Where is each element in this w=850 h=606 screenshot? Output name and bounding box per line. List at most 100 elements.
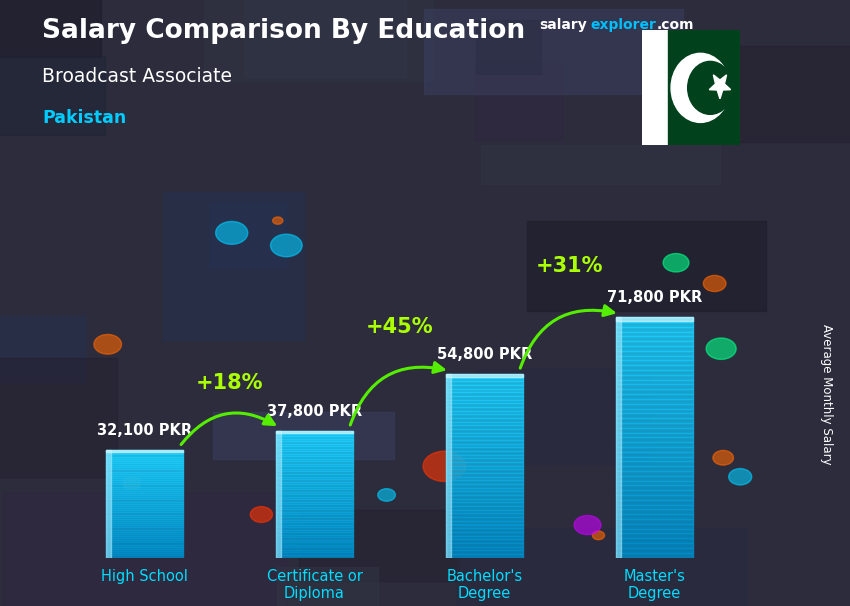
Bar [616,404,693,408]
Bar [276,555,353,558]
Bar [446,429,523,433]
Bar [616,317,620,558]
Bar [616,543,693,548]
Bar [106,538,183,541]
Bar [616,461,693,466]
Bar [616,331,693,336]
Bar [446,495,523,499]
Bar [616,471,693,476]
Bar [616,495,693,500]
Bar [276,484,353,487]
Bar [106,461,183,463]
Bar [106,476,183,478]
Bar [616,456,693,461]
Circle shape [273,217,283,224]
Bar [276,459,353,461]
Bar [616,528,693,533]
Bar [0,56,105,135]
Bar [276,476,353,479]
Circle shape [663,253,689,272]
Bar [446,422,523,425]
Bar [446,444,523,447]
Bar [446,374,523,377]
Bar [616,346,693,351]
Bar [276,507,353,510]
Bar [527,221,766,311]
Bar [446,393,523,396]
Bar [616,389,693,394]
Bar [616,336,693,341]
Bar [106,467,183,470]
Bar [106,519,183,521]
Bar [0,358,116,477]
Bar [276,456,353,459]
Bar [616,514,693,519]
Bar [106,527,183,530]
Bar [276,553,353,555]
Bar [475,62,562,140]
Bar [616,361,693,365]
Bar [446,389,523,393]
Bar [446,532,523,536]
Bar [446,502,523,506]
Bar [642,30,668,145]
Bar [276,525,353,527]
Bar [446,459,523,462]
Bar [276,448,353,451]
Bar [299,510,459,581]
Bar [616,351,693,356]
Bar [616,466,693,471]
Bar [106,531,183,534]
Bar [446,407,523,411]
Bar [276,479,353,482]
Bar [616,438,693,442]
Text: 37,800 PKR: 37,800 PKR [267,404,362,419]
Bar [616,370,693,375]
Bar [616,548,693,553]
Text: explorer: explorer [591,18,656,32]
Bar [446,491,523,495]
Bar [276,540,353,542]
Bar [276,550,353,553]
Bar [106,454,183,456]
Bar [276,512,353,514]
Bar [106,514,183,517]
Bar [276,542,353,545]
Bar [276,499,353,502]
Bar [616,519,693,524]
Bar [446,477,523,481]
Bar [106,471,183,474]
Bar [446,440,523,444]
Bar [106,504,183,506]
Bar [446,539,523,543]
Bar [446,543,523,547]
Bar [446,536,523,539]
Bar [106,452,183,454]
Bar [163,192,303,340]
Bar [446,554,523,558]
Bar [457,528,747,606]
Bar [106,493,183,495]
Bar [276,464,353,467]
Bar [276,431,353,433]
Bar [446,433,523,436]
Bar [276,538,353,540]
Bar [106,463,183,465]
Bar [0,0,100,57]
Circle shape [250,507,273,522]
Bar [276,517,353,519]
Bar [446,381,523,385]
Bar [106,480,183,482]
Bar [616,533,693,538]
Text: .com: .com [656,18,694,32]
Bar [276,519,353,522]
Bar [616,442,693,447]
Bar [106,521,183,523]
Bar [616,327,693,331]
Bar [616,553,693,558]
Bar [106,545,183,547]
Bar [446,470,523,473]
Bar [446,385,523,389]
Bar [616,505,693,510]
Bar [276,431,353,433]
